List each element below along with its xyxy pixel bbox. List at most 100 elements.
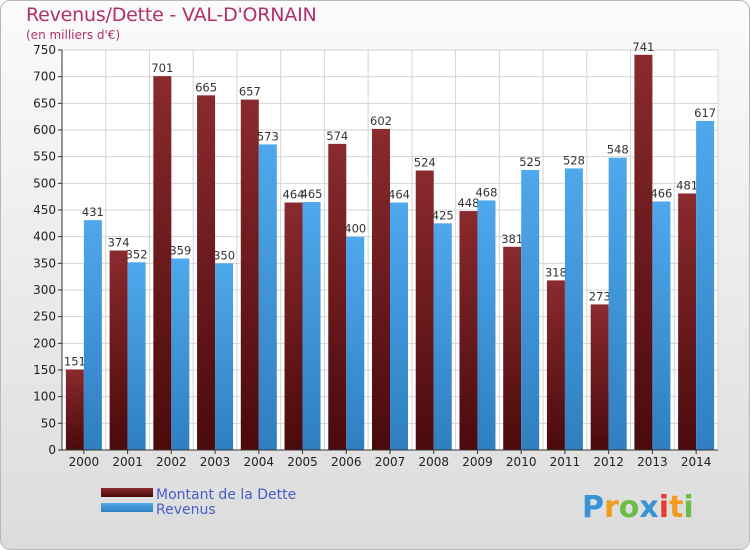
value-label-debt: 464 xyxy=(283,188,305,202)
value-label-revenue: 468 xyxy=(475,185,497,199)
value-label-revenue: 359 xyxy=(169,244,191,258)
bar-debt xyxy=(546,280,565,450)
y-tick-label: 0 xyxy=(48,443,56,457)
x-tick-label: 2003 xyxy=(200,455,231,469)
bar-debt xyxy=(65,369,84,450)
value-label-debt: 524 xyxy=(414,156,436,170)
value-label-debt: 318 xyxy=(545,265,567,279)
proxiti-logo-text: Proxiti xyxy=(582,490,694,525)
y-tick-label: 350 xyxy=(33,256,56,270)
value-label-revenue: 464 xyxy=(388,188,410,202)
bar-debt xyxy=(503,246,522,450)
bar-revenue xyxy=(608,157,627,450)
x-tick-label: 2010 xyxy=(506,455,537,469)
value-label-debt: 374 xyxy=(108,236,130,250)
x-tick-label: 2001 xyxy=(112,455,143,469)
bar-debt xyxy=(678,193,697,450)
bar-revenue xyxy=(564,168,583,450)
value-label-debt: 741 xyxy=(632,40,654,54)
x-tick-label: 2007 xyxy=(375,455,406,469)
value-label-revenue: 431 xyxy=(82,205,104,219)
chart-subtitle: (en milliers d'€) xyxy=(26,28,121,42)
bar-debt xyxy=(240,99,259,450)
x-tick-label: 2013 xyxy=(637,455,668,469)
y-tick-label: 500 xyxy=(33,176,56,190)
y-tick-label: 400 xyxy=(33,230,56,244)
legend-swatch-revenue xyxy=(101,503,153,512)
x-tick-label: 2000 xyxy=(69,455,100,469)
bar-revenue xyxy=(258,144,277,450)
value-label-debt: 657 xyxy=(239,85,261,99)
x-tick-label: 2002 xyxy=(156,455,187,469)
legend-swatch-debt xyxy=(101,488,153,497)
x-tick-label: 2006 xyxy=(331,455,362,469)
value-label-debt: 665 xyxy=(195,80,217,94)
value-label-debt: 381 xyxy=(501,232,523,246)
proxiti-logo-letter: x xyxy=(639,490,658,525)
y-tick-label: 650 xyxy=(33,96,56,110)
value-label-debt: 448 xyxy=(457,196,479,210)
bar-revenue xyxy=(346,236,365,450)
y-tick-label: 700 xyxy=(33,70,56,84)
y-tick-label: 100 xyxy=(33,390,56,404)
value-label-revenue: 548 xyxy=(607,143,629,157)
value-label-revenue: 617 xyxy=(694,106,716,120)
bar-revenue xyxy=(652,201,671,450)
bar-revenue xyxy=(127,262,146,450)
value-label-revenue: 352 xyxy=(126,247,148,261)
bar-debt xyxy=(109,250,128,450)
value-label-revenue: 525 xyxy=(519,155,541,169)
proxiti-logo-letter: P xyxy=(582,490,604,525)
x-tick-label: 2009 xyxy=(462,455,493,469)
y-tick-label: 300 xyxy=(33,283,56,297)
legend-label-debt: Montant de la Dette xyxy=(156,487,296,503)
bar-revenue xyxy=(83,220,102,450)
value-label-revenue: 465 xyxy=(301,187,323,201)
y-tick-label: 750 xyxy=(33,43,56,57)
bar-revenue xyxy=(521,170,540,450)
bar-revenue xyxy=(302,202,321,450)
value-label-revenue: 573 xyxy=(257,129,279,143)
bar-debt xyxy=(153,76,172,450)
proxiti-logo-letter: r xyxy=(604,490,619,525)
value-label-revenue: 466 xyxy=(650,186,672,200)
bar-debt xyxy=(197,95,216,450)
y-tick-label: 550 xyxy=(33,150,56,164)
bars: 1514313743527013596653506575734644655744… xyxy=(64,40,716,451)
value-label-revenue: 528 xyxy=(563,153,585,167)
value-label-debt: 151 xyxy=(64,354,86,368)
y-tick-label: 450 xyxy=(33,203,56,217)
y-tick-label: 50 xyxy=(41,416,56,430)
value-label-debt: 602 xyxy=(370,114,392,128)
chart-title: Revenus/Dette - VAL-D'ORNAIN xyxy=(26,4,317,26)
value-label-revenue: 400 xyxy=(344,222,366,236)
proxiti-logo-letter: i xyxy=(683,490,693,525)
x-tick-label: 2005 xyxy=(287,455,318,469)
bar-debt xyxy=(634,54,653,451)
bar-revenue xyxy=(477,200,496,450)
bar-debt xyxy=(284,202,303,450)
proxiti-logo-letter: o xyxy=(619,490,640,525)
legend-label-revenue: Revenus xyxy=(156,502,216,518)
proxiti-logo-letter: t xyxy=(669,490,683,525)
y-tick-label: 150 xyxy=(33,363,56,377)
value-label-revenue: 350 xyxy=(213,248,235,262)
value-label-debt: 701 xyxy=(151,61,173,75)
y-tick-label: 250 xyxy=(33,310,56,324)
x-tick-label: 2012 xyxy=(593,455,624,469)
value-label-revenue: 425 xyxy=(432,208,454,222)
bar-debt xyxy=(459,211,478,450)
y-tick-label: 200 xyxy=(33,336,56,350)
x-tick-label: 2011 xyxy=(550,455,581,469)
bar-debt xyxy=(328,143,347,450)
bar-debt xyxy=(590,304,609,450)
value-label-debt: 574 xyxy=(326,129,348,143)
bar-revenue xyxy=(390,202,408,450)
axes: 0 50 100 150 200 250 300 350 400 450 500 550 600 650 7… xyxy=(33,43,718,469)
x-tick-label: 2014 xyxy=(681,455,712,469)
proxiti-logo-letter: i xyxy=(659,490,669,525)
bar-debt xyxy=(415,170,434,451)
value-label-debt: 481 xyxy=(676,178,698,192)
proxiti-logo: Proxiti xyxy=(582,490,694,525)
x-tick-label: 2008 xyxy=(418,455,449,469)
